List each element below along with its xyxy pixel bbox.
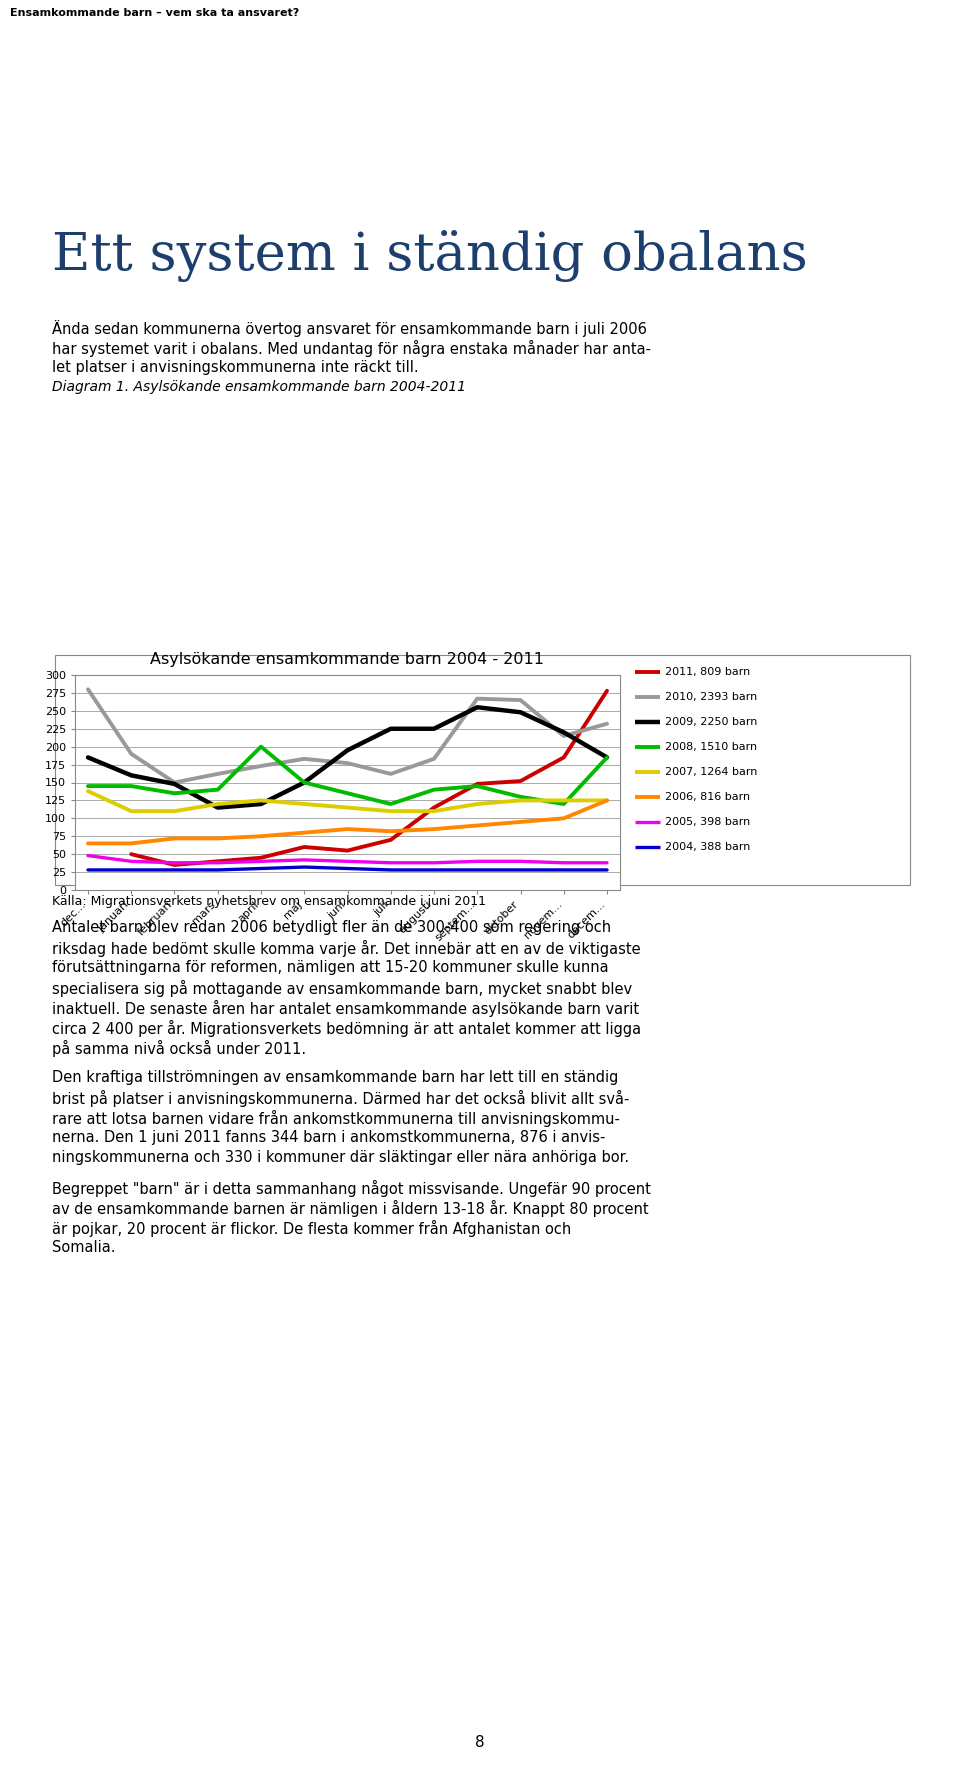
Text: nerna. Den 1 juni 2011 fanns 344 barn i ankomstkommunerna, 876 i anvis-: nerna. Den 1 juni 2011 fanns 344 barn i … bbox=[52, 1130, 606, 1145]
Text: Källa: Migrationsverkets nyhetsbrev om ensamkommande i juni 2011: Källa: Migrationsverkets nyhetsbrev om e… bbox=[52, 895, 486, 908]
Text: Antalet barn blev redan 2006 betydligt fler än de 300-400 som regering och: Antalet barn blev redan 2006 betydligt f… bbox=[52, 920, 612, 934]
Text: ningskommunerna och 330 i kommuner där släktingar eller nära anhöriga bor.: ningskommunerna och 330 i kommuner där s… bbox=[52, 1150, 629, 1164]
Text: inaktuell. De senaste åren har antalet ensamkommande asylsökande barn varit: inaktuell. De senaste åren har antalet e… bbox=[52, 1000, 639, 1016]
Text: Begreppet "barn" är i detta sammanhang något missvisande. Ungefär 90 procent: Begreppet "barn" är i detta sammanhang n… bbox=[52, 1180, 651, 1196]
Text: av de ensamkommande barnen är nämligen i åldern 13-18 år. Knappt 80 procent: av de ensamkommande barnen är nämligen i… bbox=[52, 1200, 649, 1218]
Text: 2008, 1510 barn: 2008, 1510 barn bbox=[665, 742, 757, 751]
Text: på samma nivå också under 2011.: på samma nivå också under 2011. bbox=[52, 1040, 306, 1057]
Text: riksdag hade bedömt skulle komma varje år. Det innebär att en av de viktigaste: riksdag hade bedömt skulle komma varje å… bbox=[52, 940, 640, 958]
Text: circa 2 400 per år. Migrationsverkets bedömning är att antalet kommer att ligga: circa 2 400 per år. Migrationsverkets be… bbox=[52, 1020, 641, 1038]
Text: 8: 8 bbox=[475, 1736, 485, 1750]
Text: 2004, 388 barn: 2004, 388 barn bbox=[665, 842, 751, 853]
Text: specialisera sig på mottagande av ensamkommande barn, mycket snabbt blev: specialisera sig på mottagande av ensamk… bbox=[52, 981, 632, 997]
Text: 2006, 816 barn: 2006, 816 barn bbox=[665, 792, 750, 803]
Text: Den kraftiga tillströmningen av ensamkommande barn har lett till en ständig: Den kraftiga tillströmningen av ensamkom… bbox=[52, 1070, 618, 1086]
Text: 2011, 809 barn: 2011, 809 barn bbox=[665, 668, 751, 676]
Text: 2009, 2250 barn: 2009, 2250 barn bbox=[665, 717, 757, 726]
Title: Asylsökande ensamkommande barn 2004 - 2011: Asylsökande ensamkommande barn 2004 - 20… bbox=[151, 651, 544, 668]
Text: 2005, 398 barn: 2005, 398 barn bbox=[665, 817, 751, 828]
Text: 2007, 1264 barn: 2007, 1264 barn bbox=[665, 767, 757, 778]
Text: let platser i anvisningskommunerna inte räckt till.: let platser i anvisningskommunerna inte … bbox=[52, 360, 419, 376]
Text: brist på platser i anvisningskommunerna. Därmed har det också blivit allt svå-: brist på platser i anvisningskommunerna.… bbox=[52, 1089, 630, 1107]
Text: Somalia.: Somalia. bbox=[52, 1241, 115, 1255]
Text: rare att lotsa barnen vidare från ankomstkommunerna till anvisningskommu-: rare att lotsa barnen vidare från ankoms… bbox=[52, 1111, 620, 1127]
Text: förutsättningarna för reformen, nämligen att 15-20 kommuner skulle kunna: förutsättningarna för reformen, nämligen… bbox=[52, 959, 609, 975]
Text: Diagram 1. Asylsökande ensamkommande barn 2004-2011: Diagram 1. Asylsökande ensamkommande bar… bbox=[52, 379, 466, 393]
Text: Ett system i ständig obalans: Ett system i ständig obalans bbox=[52, 230, 807, 281]
Text: är pojkar, 20 procent är flickor. De flesta kommer från Afghanistan och: är pojkar, 20 procent är flickor. De fle… bbox=[52, 1219, 571, 1237]
Text: Ända sedan kommunerna övertog ansvaret för ensamkommande barn i juli 2006: Ända sedan kommunerna övertog ansvaret f… bbox=[52, 320, 647, 336]
Text: 2010, 2393 barn: 2010, 2393 barn bbox=[665, 692, 757, 701]
Text: Ensamkommande barn – vem ska ta ansvaret?: Ensamkommande barn – vem ska ta ansvaret… bbox=[10, 7, 300, 18]
Text: har systemet varit i obalans. Med undantag för några enstaka månader har anta-: har systemet varit i obalans. Med undant… bbox=[52, 340, 651, 358]
